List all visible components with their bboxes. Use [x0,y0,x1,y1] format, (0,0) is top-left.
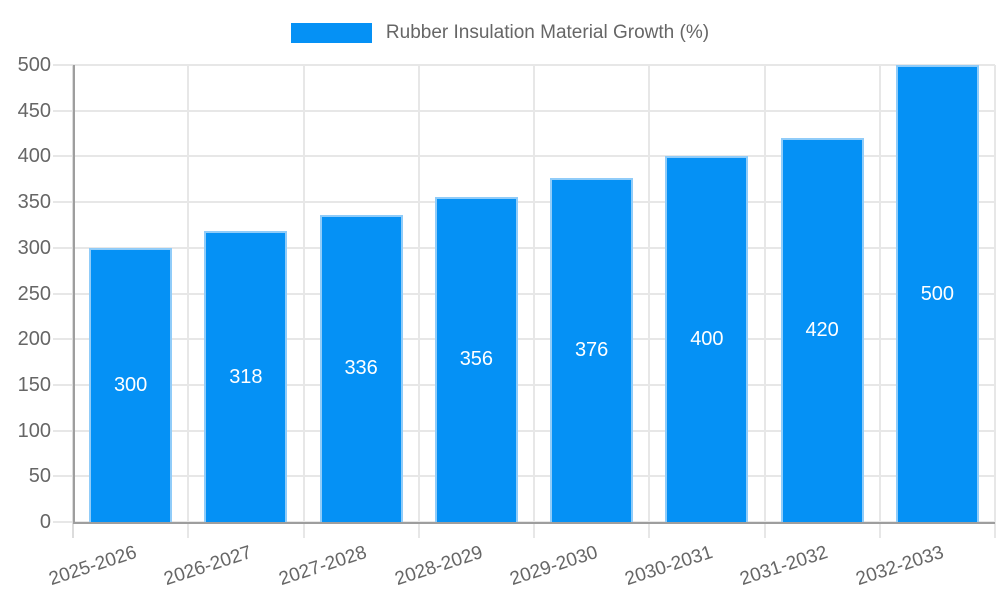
bar-value-label: 420 [805,319,839,342]
y-tick-label: 450 [17,99,51,122]
bar-value-label: 300 [113,373,148,396]
legend-swatch[interactable] [290,23,372,43]
bar-2030-2031[interactable] [665,156,749,522]
y-tick-label: 0 [39,511,51,533]
gridline-vertical [417,65,420,538]
x-tick-label: 2029-2030 [507,542,601,591]
bar-value-label: 356 [459,348,494,371]
bar-value-label: 376 [574,339,609,362]
gridline-horizontal [53,201,995,204]
x-tick-label: 2027-2028 [276,542,370,591]
gridline-horizontal [53,429,995,432]
bar-2028-2029[interactable] [434,196,518,522]
x-tick-label: 2032-2033 [852,542,946,591]
gridline-vertical [878,65,881,538]
y-tick-label: 150 [17,373,51,396]
legend-label[interactable]: Rubber Insulation Material Growth (%) [385,22,710,43]
x-tick-label: 2028-2029 [391,542,485,591]
bar-value-label: 318 [229,365,263,388]
x-axis-line [73,522,995,524]
gridline-vertical [302,65,305,538]
y-tick-label: 200 [17,328,51,351]
gridline-vertical [533,65,535,538]
gridline-horizontal [53,338,995,341]
bar-2025-2026[interactable] [89,247,173,522]
x-tick-label: 2030-2031 [622,542,716,591]
gridline-vertical [994,65,996,538]
gridline-vertical [648,65,651,538]
bar-2027-2028[interactable] [319,214,403,522]
gridline-horizontal [53,109,995,112]
gridline-horizontal [53,246,995,249]
x-tick-label: 2031-2032 [737,542,831,591]
x-tick-label: 2025-2026 [46,542,140,591]
bar-2031-2032[interactable] [780,138,864,522]
y-tick-label: 300 [17,236,51,259]
y-axis-line [73,65,75,522]
y-tick-label: 250 [17,282,51,305]
bar-2029-2030[interactable] [550,178,634,522]
bar-value-label: 400 [690,328,724,351]
bar-2032-2033[interactable] [895,65,979,522]
y-tick-label: 350 [17,191,51,214]
y-tick-label: 400 [17,145,51,168]
y-tick-label: 500 [17,54,51,76]
gridline-horizontal [53,383,995,386]
x-tick-label: 2026-2027 [161,542,255,591]
bar-2026-2027[interactable] [204,231,288,522]
gridline-horizontal [53,64,995,66]
gridline-vertical [187,65,190,538]
bar-value-label: 500 [920,282,955,305]
gridline-horizontal [53,475,995,478]
gridline-horizontal [53,155,995,158]
gridline-vertical [763,65,766,538]
y-tick-label: 100 [17,419,51,442]
legend: Rubber Insulation Material Growth (%) [0,22,1000,44]
gridline-horizontal [53,292,995,295]
bar-value-label: 336 [344,357,378,380]
y-tick-label: 50 [28,465,51,488]
